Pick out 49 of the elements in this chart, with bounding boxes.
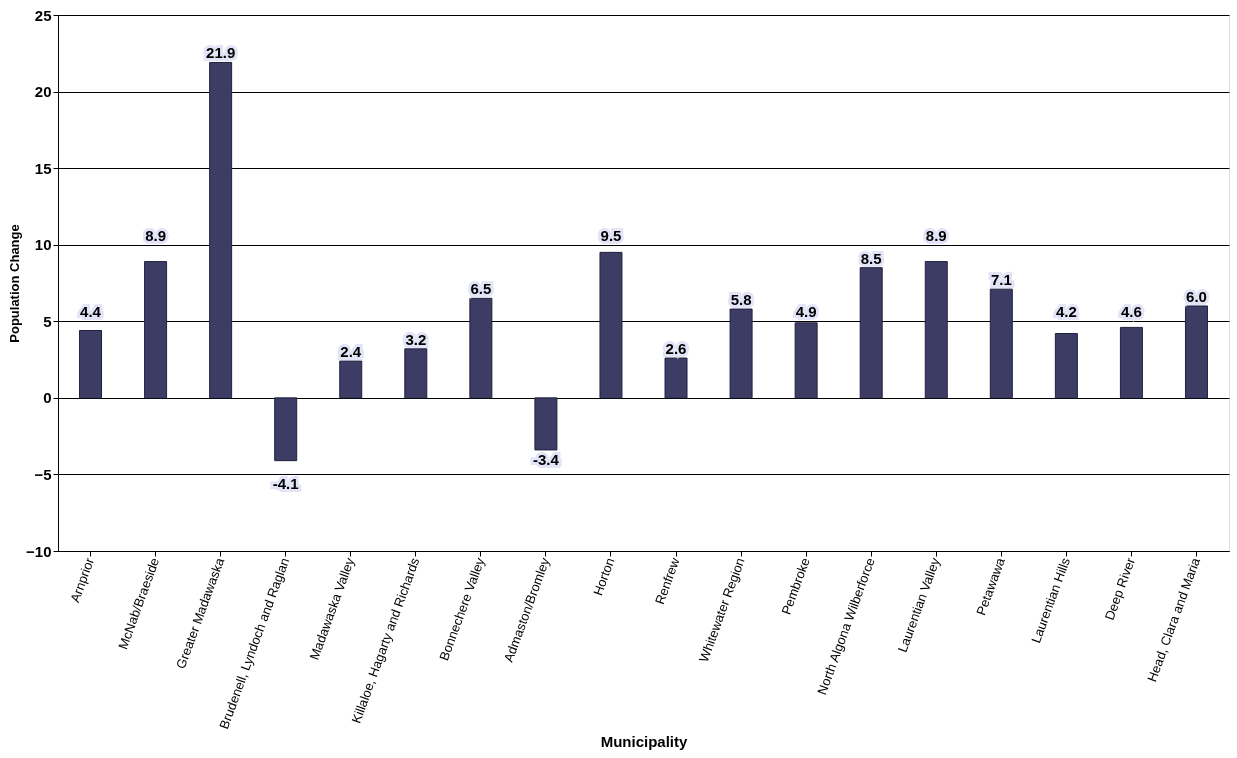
y-tick-label: 20 <box>34 83 52 101</box>
data-label: 7.1 <box>990 271 1012 289</box>
bar <box>1119 326 1143 399</box>
data-label: 4.2 <box>1055 303 1077 321</box>
data-label: 8.9 <box>145 226 167 244</box>
bar <box>404 348 428 399</box>
bar <box>664 357 688 399</box>
data-label: 8.9 <box>925 226 947 244</box>
bar <box>534 397 558 451</box>
bar <box>729 308 753 399</box>
bar <box>1054 333 1078 399</box>
y-tick-label: 15 <box>34 159 52 177</box>
x-tick-label: Horton <box>590 555 618 598</box>
bar <box>79 329 103 399</box>
data-label: 4.4 <box>80 303 102 321</box>
bar <box>1184 305 1208 399</box>
y-tick-label: 5 <box>43 312 52 330</box>
y-axis-title: Population Change <box>7 224 23 343</box>
bar <box>469 297 493 399</box>
bar <box>859 267 883 399</box>
bar <box>144 261 168 399</box>
data-label: 2.4 <box>340 343 362 361</box>
data-label: 6.5 <box>470 280 492 298</box>
bar <box>209 61 233 399</box>
y-tick-label: −5 <box>34 465 52 483</box>
bar <box>794 322 818 399</box>
bar <box>339 360 363 399</box>
y-tick-label: 0 <box>43 389 52 407</box>
data-label: -3.4 <box>532 450 560 468</box>
data-label: 5.8 <box>730 291 752 309</box>
x-tick-label: Deep River <box>1101 555 1139 622</box>
bar <box>599 251 623 399</box>
bar <box>924 261 948 399</box>
data-label: 4.9 <box>795 303 817 321</box>
data-label: 21.9 <box>206 44 236 62</box>
data-label: -4.1 <box>272 475 299 493</box>
data-label: 8.5 <box>860 249 882 267</box>
data-label: 4.6 <box>1120 303 1142 321</box>
y-tick-label: −10 <box>26 542 52 560</box>
data-label: 2.6 <box>665 340 687 358</box>
bar <box>989 288 1013 399</box>
y-tick-label: 25 <box>34 6 52 24</box>
x-tick-label: Head, Clara and Maria <box>1144 555 1204 684</box>
data-label: 6.0 <box>1186 287 1207 305</box>
y-tick-label: 10 <box>34 236 52 254</box>
data-label: 9.5 <box>600 226 622 244</box>
bar <box>274 397 298 462</box>
data-label: 3.2 <box>405 330 427 348</box>
x-axis-title: Municipality <box>600 732 688 750</box>
